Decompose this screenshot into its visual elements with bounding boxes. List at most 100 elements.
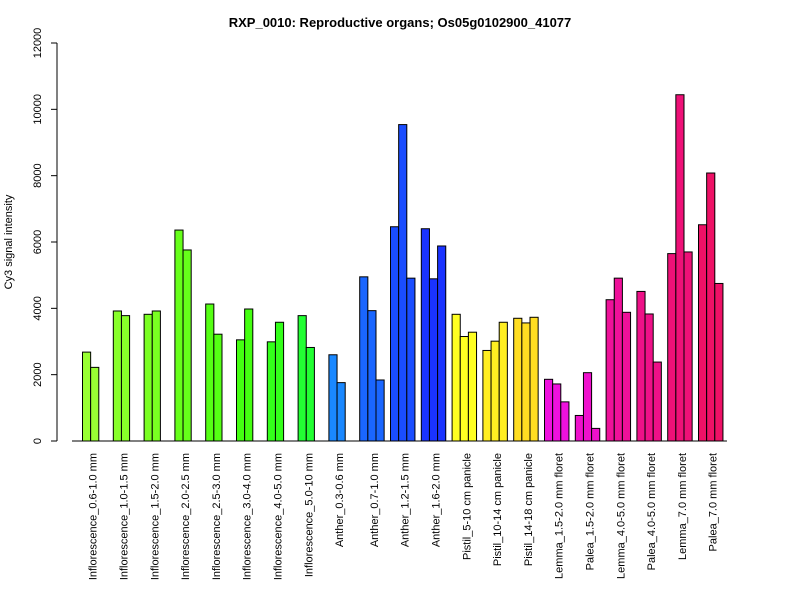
bar [213, 333, 223, 442]
x-tick-label: Inflorescence_1.0-1.5 mm [118, 453, 130, 580]
bar-group [667, 94, 693, 442]
x-tick-label: Inflorescence_2.5-3.0 mm [211, 453, 223, 580]
bar [529, 316, 539, 442]
x-tick-label: Anther_0.7-1.0 mm [369, 453, 381, 547]
y-tick-label: 10000 [32, 94, 44, 125]
x-tick-label: Anther_1.2-1.5 mm [400, 453, 412, 547]
y-tick-label: 4000 [32, 296, 44, 320]
bar [574, 414, 584, 442]
bar-group [420, 228, 447, 442]
bar-group [143, 310, 161, 442]
bar-group [112, 310, 131, 442]
bar-group [513, 316, 539, 442]
x-tick-label: Pistil_14-18 cm panicle [523, 453, 535, 566]
bar [406, 277, 416, 442]
x-tick-label: Lemma_4.0-5.0 mm floret [615, 453, 627, 579]
bar-group [174, 229, 192, 442]
x-tick-label: Anther_0.3-0.6 mm [334, 453, 346, 547]
bar [591, 427, 601, 442]
bar [544, 378, 554, 442]
bar [706, 172, 716, 442]
bar-group [482, 321, 508, 442]
bar [143, 313, 153, 442]
bar [605, 299, 615, 442]
bar [521, 322, 531, 442]
bar [182, 249, 192, 442]
bar [636, 290, 646, 442]
y-tick-label: 0 [32, 438, 44, 444]
bar [82, 351, 92, 442]
x-tick-label: Inflorescence_5.0-10 mm [303, 453, 315, 577]
x-axis-tick-labels: Inflorescence_0.6-1.0 mm Inflorescence_1.… [88, 453, 720, 580]
bar [582, 372, 593, 442]
bar [151, 310, 161, 442]
bar-group [390, 124, 416, 442]
bar [652, 361, 662, 442]
y-tick-label: 2000 [32, 362, 44, 386]
bar-group [82, 351, 100, 442]
y-axis: 0 2000 4000 6000 8000 10000 12000 [32, 28, 58, 444]
bar-group [205, 303, 223, 442]
bar [90, 366, 100, 442]
bar-group [605, 277, 632, 442]
bar-series [82, 94, 724, 442]
bar [236, 339, 246, 442]
bar [498, 321, 508, 442]
bar [120, 315, 131, 442]
bar [367, 310, 377, 442]
bar [459, 336, 469, 442]
bar [112, 310, 122, 442]
bar [513, 317, 523, 442]
y-tick-label: 6000 [32, 230, 44, 254]
bar [698, 224, 708, 442]
bar [437, 245, 447, 442]
y-axis-label: Cy3 signal intensity [3, 194, 15, 289]
bar [621, 311, 632, 442]
bar [336, 382, 346, 442]
bar [467, 331, 478, 442]
y-tick-label: 8000 [32, 163, 44, 187]
bar [675, 94, 685, 442]
bar [305, 346, 315, 442]
bar [560, 401, 570, 442]
bar-group [698, 172, 724, 442]
bar-group [266, 321, 285, 442]
bar-group [236, 308, 254, 442]
x-tick-label: Pistil_5-10 cm panicle [461, 453, 473, 560]
x-tick-label: Inflorescence_3.0-4.0 mm [242, 453, 254, 580]
bar [613, 277, 623, 442]
x-tick-label: Lemma_1.5-2.0 mm floret [554, 453, 566, 579]
bar [482, 349, 492, 442]
x-tick-label: Palea_7.0 mm floret [708, 453, 720, 551]
x-tick-label: Inflorescence_0.6-1.0 mm [88, 453, 100, 580]
bar [451, 313, 461, 442]
bar-group [328, 354, 346, 442]
bar [398, 124, 408, 442]
bar [244, 308, 254, 442]
bar-group [451, 313, 478, 442]
bar-group [359, 276, 385, 442]
bar [490, 340, 500, 442]
bar [174, 229, 184, 442]
x-tick-label: Lemma_7.0 mm floret [677, 453, 689, 560]
bar [375, 379, 385, 442]
bar-group [574, 372, 601, 442]
bar [420, 228, 430, 442]
x-tick-label: Inflorescence_1.5-2.0 mm [149, 453, 161, 580]
x-tick-label: Anther_1.6-2.0 mm [431, 453, 443, 547]
bar [667, 253, 677, 442]
bar-group [297, 315, 315, 442]
chart-title: RXP_0010: Reproductive organs; Os05g0102… [229, 15, 572, 30]
bar [552, 383, 562, 442]
x-tick-label: Palea_1.5-2.0 mm floret [585, 453, 597, 570]
x-tick-label: Inflorescence_4.0-5.0 mm [272, 453, 284, 580]
bar [390, 226, 400, 442]
bar-group [636, 290, 662, 442]
x-tick-label: Pistil_10-14 cm panicle [492, 453, 504, 566]
x-tick-label: Palea_4.0-5.0 mm floret [646, 453, 658, 570]
bar [266, 341, 276, 442]
bar [274, 321, 285, 442]
x-tick-label: Inflorescence_2.0-2.5 mm [180, 453, 192, 580]
bar [683, 251, 693, 442]
